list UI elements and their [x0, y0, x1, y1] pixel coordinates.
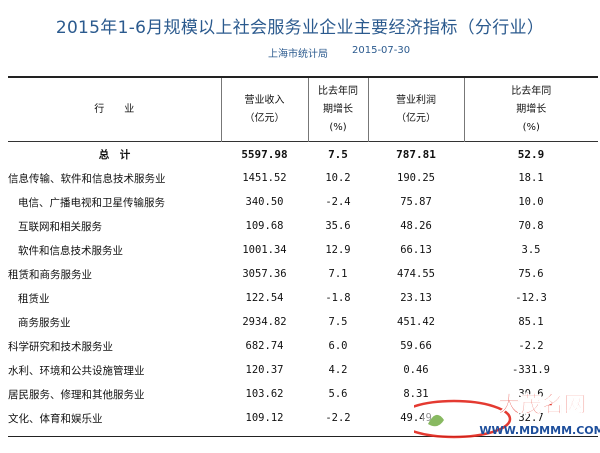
industry-name: 软件和信息技术服务业 [18, 244, 123, 257]
indicator-table: 行 业 营业收入 （亿元） 比去年同 期增长 (%) 营业利润 （亿元） 比去年… [8, 78, 598, 430]
revenue-growth-value: 4.2 [328, 364, 348, 376]
industry-name: 信息传输、软件和信息技术服务业 [8, 172, 166, 185]
revenue-value: 1451.52 [242, 172, 287, 184]
profit-value: 190.25 [397, 172, 435, 184]
revenue-value: 103.62 [245, 388, 284, 400]
revenue-growth-value: -2.2 [325, 412, 351, 424]
total-revenue-growth: 7.5 [328, 147, 348, 161]
page-title: 2015年1-6月规模以上社会服务业企业主要经济指标（分行业） [55, 18, 545, 38]
industry-name: 电信、广播电视和卫星传输服务 [18, 196, 165, 209]
watermark-text: 大茂名网 [498, 392, 586, 418]
profit-value: 8.31 [403, 388, 429, 400]
total-revenue: 5597.98 [241, 147, 288, 161]
profit-value: 75.87 [400, 196, 432, 208]
revenue-growth-value: 7.5 [328, 316, 348, 328]
table-row: 科学研究和技术服务业 682.74 6.0 59.66 -2.2 [8, 334, 598, 358]
profit-value: 48.26 [400, 220, 432, 232]
revenue-growth-value: 6.0 [328, 340, 348, 352]
revenue-value: 120.37 [245, 364, 284, 376]
revenue-growth-value: 5.6 [328, 388, 348, 400]
profit-value: 474.55 [397, 268, 435, 280]
table-row: 信息传输、软件和信息技术服务业 1451.52 10.2 190.25 18.1 [8, 166, 598, 190]
table-row: 居民服务、修理和其他服务业 103.62 5.6 8.31 30.6 [8, 382, 598, 406]
industry-name: 租赁业 [18, 292, 50, 305]
revenue-value: 1001.34 [242, 244, 287, 256]
revenue-value: 109.68 [245, 220, 284, 232]
profit-growth-value: -2.2 [518, 340, 544, 352]
profit-growth-value: 18.1 [518, 172, 544, 184]
revenue-growth-value: 12.9 [325, 244, 351, 256]
revenue-growth-value: -2.4 [325, 196, 351, 208]
industry-name: 居民服务、修理和其他服务业 [8, 388, 145, 401]
table-row: 互联网和相关服务 109.68 35.6 48.26 70.8 [8, 214, 598, 238]
publish-date: 2015-07-30 [352, 45, 411, 56]
table-row: 电信、广播电视和卫星传输服务 340.50 -2.4 75.87 10.0 [8, 190, 598, 214]
profit-growth-value: 32.7 [518, 412, 544, 424]
table-bottom-rule [8, 436, 598, 437]
profit-growth-value: 70.8 [518, 220, 544, 232]
profit-growth-value: 75.6 [518, 268, 544, 280]
source-label: 上海市统计局 [268, 49, 328, 60]
header-industry: 行 业 [94, 103, 135, 115]
industry-name: 科学研究和技术服务业 [8, 340, 113, 353]
profit-growth-value: -12.3 [515, 292, 547, 304]
profit-growth-value: 10.0 [518, 196, 544, 208]
profit-value: 0.46 [403, 364, 429, 376]
revenue-growth-value: 10.2 [325, 172, 351, 184]
total-profit-growth: 52.9 [517, 147, 545, 161]
profit-value: 451.42 [397, 316, 435, 328]
table-header-row: 行 业 营业收入 （亿元） 比去年同 期增长 (%) 营业利润 （亿元） 比去年… [8, 78, 598, 142]
total-row: 总 计 5597.98 7.5 787.81 52.9 [8, 141, 598, 167]
revenue-value: 682.74 [245, 340, 284, 352]
industry-name: 租赁和商务服务业 [8, 268, 92, 281]
industry-name: 互联网和相关服务 [18, 220, 102, 233]
header-profit-growth: 比去年同 期增长 (%) [463, 78, 598, 142]
profit-growth-value: 3.5 [521, 244, 541, 256]
table-row: 水利、环境和公共设施管理业 120.37 4.2 0.46 -331.9 [8, 358, 598, 382]
profit-growth-value: 85.1 [518, 316, 544, 328]
watermark-logo: 大茂名网 WWW.MDMMM.COM [414, 392, 600, 439]
revenue-growth-value: -1.8 [325, 292, 351, 304]
industry-name: 文化、体育和娱乐业 [8, 412, 103, 425]
profit-value: 23.13 [400, 292, 432, 304]
table-row: 商务服务业 2934.82 7.5 451.42 85.1 [8, 310, 598, 334]
revenue-value: 340.50 [245, 196, 284, 208]
revenue-value: 2934.82 [242, 316, 287, 328]
revenue-value: 109.12 [245, 412, 284, 424]
total-profit: 787.81 [396, 147, 436, 161]
table-top-rule [8, 76, 598, 78]
revenue-growth-value: 7.1 [328, 268, 348, 280]
profit-growth-value: -331.9 [512, 364, 550, 376]
table-row: 租赁业 122.54 -1.8 23.13 -12.3 [8, 286, 598, 310]
profit-value: 66.13 [400, 244, 432, 256]
profit-growth-value: 30.6 [518, 388, 544, 400]
revenue-value: 122.54 [245, 292, 284, 304]
revenue-growth-value: 35.6 [325, 220, 351, 232]
table-row: 文化、体育和娱乐业 109.12 -2.2 49.49 32.7 [8, 406, 598, 430]
watermark-url: WWW.MDMMM.COM [479, 424, 600, 437]
profit-value: 59.66 [400, 340, 432, 352]
header-revenue: 营业收入 （亿元） [220, 78, 308, 142]
industry-name: 水利、环境和公共设施管理业 [8, 364, 145, 377]
revenue-value: 3057.36 [242, 268, 287, 280]
table-row: 软件和信息技术服务业 1001.34 12.9 66.13 3.5 [8, 238, 598, 262]
total-label: 总 计 [98, 148, 131, 161]
header-profit: 营业利润 （亿元） [367, 78, 464, 142]
table-row: 租赁和商务服务业 3057.36 7.1 474.55 75.6 [8, 262, 598, 286]
header-revenue-growth: 比去年同 期增长 (%) [307, 78, 368, 142]
industry-name: 商务服务业 [18, 316, 71, 329]
